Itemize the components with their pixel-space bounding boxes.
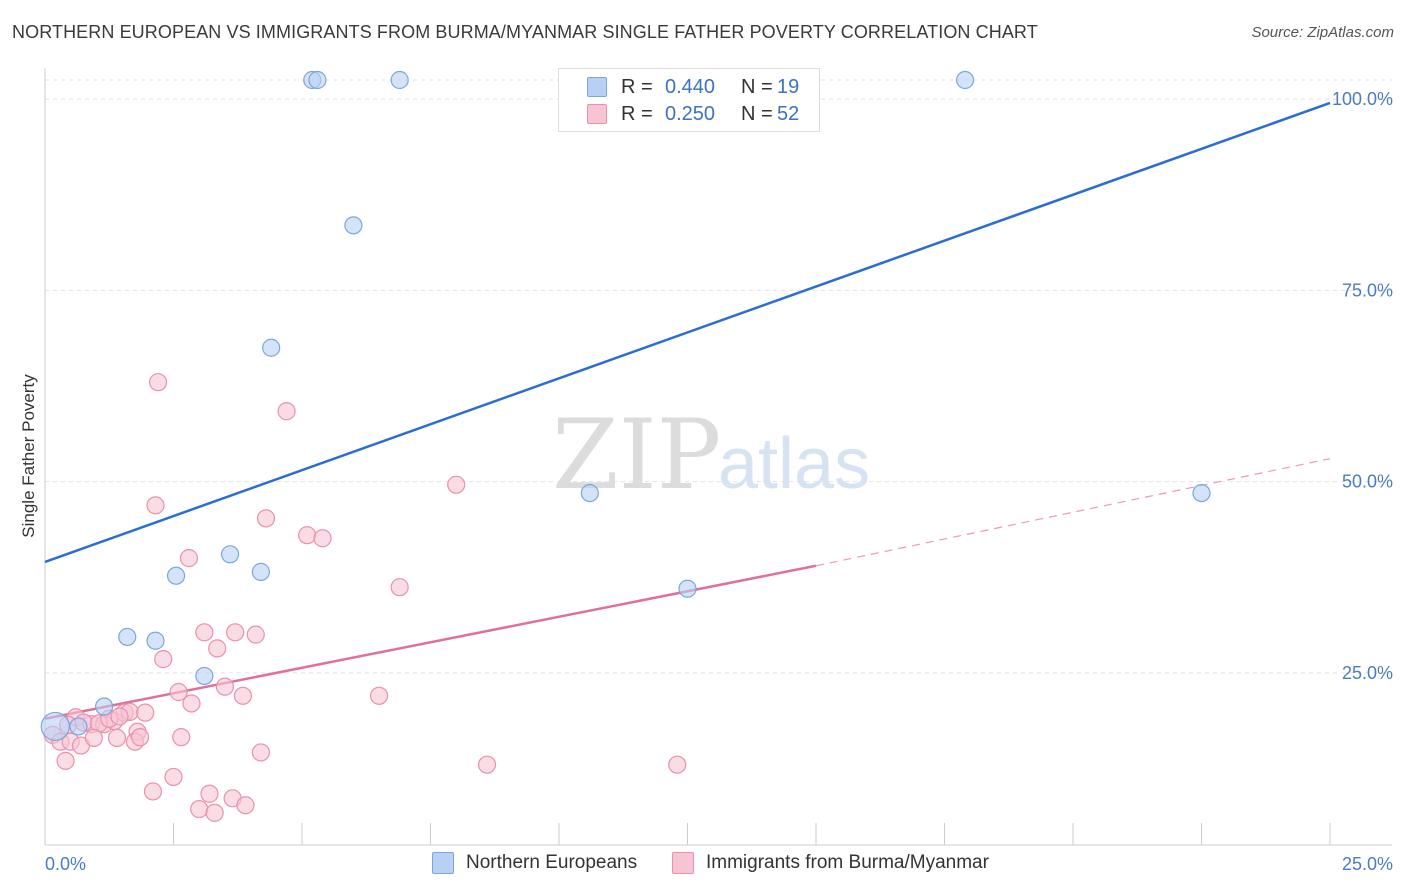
point-burma-myanmar [190,799,209,819]
y-axis-label: Single Father Poverty [19,374,38,538]
point-northern-europeans [69,717,88,736]
data-points [40,70,1211,822]
y-tick-label: 100.0% [1332,89,1393,109]
point-burma-myanmar [107,728,127,748]
point-burma-myanmar [200,784,219,803]
point-burma-myanmar [195,623,214,642]
watermark-atlas: atlas [718,424,870,504]
point-burma-myanmar [298,526,317,545]
point-northern-europeans [955,70,975,90]
legend-r-value: 0.250 [665,102,716,125]
tick-labels: 25.0% 50.0% 75.0% 100.0% 0.0% 25.0% [45,89,1393,874]
point-burma-myanmar [169,682,188,702]
legend-swatch-blue [432,852,454,874]
point-burma-myanmar [146,496,165,515]
point-northern-europeans [195,666,214,686]
point-burma-myanmar [136,703,155,722]
legend-label: Northern Europeans [466,852,638,873]
point-northern-europeans [1192,484,1211,503]
trendline-northern-europeans [44,101,1331,564]
legend-n-label: N = [741,75,773,98]
legend-r-label: R = [621,75,653,98]
point-burma-myanmar [182,694,201,713]
point-northern-europeans [390,70,409,90]
point-burma-myanmar [390,578,409,597]
point-burma-myanmar [130,728,150,747]
point-burma-myanmar [668,755,687,774]
correlation-legend: R = 0.440 N = 19 R = 0.250 N = 52 [558,68,820,132]
point-burma-myanmar [226,623,245,642]
point-burma-myanmar [215,677,234,696]
legend-r-label: R = [621,102,653,125]
point-burma-myanmar [110,707,129,726]
y-tick-label: 75.0% [1342,280,1393,300]
x-tick-label: 0.0% [45,854,86,874]
point-burma-myanmar [164,767,183,787]
chart-title: NORTHERN EUROPEAN VS IMMIGRANTS FROM BUR… [12,22,1038,42]
axes [44,68,1392,846]
y-tick-label: 25.0% [1342,663,1393,683]
y-tick-label: 50.0% [1342,472,1393,492]
point-burma-myanmar [143,782,163,801]
point-burma-myanmar [251,743,270,762]
point-northern-europeans [95,697,114,716]
point-burma-myanmar [233,686,252,705]
legend-row-burma-myanmar: R = 0.250 N = 52 [587,101,799,127]
watermark-zip: ZIP [552,399,721,511]
point-burma-myanmar [313,529,332,548]
legend-label: Immigrants from Burma/Myanmar [706,852,989,873]
point-burma-myanmar [172,728,191,747]
point-burma-myanmar [208,639,227,658]
chart-source: Source: ZipAtlas.com [1251,24,1394,41]
point-northern-europeans [166,566,186,585]
point-burma-myanmar [148,373,168,392]
point-burma-myanmar [370,686,389,705]
point-burma-myanmar [277,402,296,421]
legend-r-value: 0.440 [665,75,716,98]
point-northern-europeans [220,545,240,564]
x-tick-label: 25.0% [1342,854,1393,874]
point-northern-europeans [146,631,165,650]
point-burma-myanmar [84,728,103,748]
point-northern-europeans [251,562,270,581]
point-northern-europeans [40,711,70,742]
point-burma-myanmar [256,509,276,528]
point-burma-myanmar [477,755,497,774]
legend-swatch-blue [587,77,607,97]
point-burma-myanmar [447,475,466,494]
point-burma-myanmar [236,796,255,815]
legend-n-value: 52 [777,102,800,125]
point-northern-europeans [580,484,599,503]
legend-row-northern-europeans: R = 0.440 N = 19 [587,74,799,100]
trendline-burma-myanmar-extension [815,458,1331,567]
legend-n-label: N = [741,102,773,125]
point-burma-myanmar [205,803,224,822]
point-northern-europeans [262,338,281,357]
watermark: ZIP atlas [552,399,870,511]
point-burma-myanmar [179,549,199,568]
point-northern-europeans [118,627,137,647]
point-burma-myanmar [56,751,75,770]
point-northern-europeans [344,216,363,235]
point-burma-myanmar [246,625,265,644]
series-legend: Northern Europeans Immigrants from Burma… [0,852,1406,876]
point-northern-europeans [308,70,327,90]
legend-swatch-pink [587,104,607,124]
point-northern-europeans [678,579,697,598]
legend-item-burma-myanmar[interactable]: Immigrants from Burma/Myanmar [672,852,989,874]
legend-n-value: 19 [777,75,800,98]
legend-swatch-pink [672,852,694,874]
point-burma-myanmar [154,650,173,669]
legend-item-northern-europeans[interactable]: Northern Europeans [432,852,637,874]
